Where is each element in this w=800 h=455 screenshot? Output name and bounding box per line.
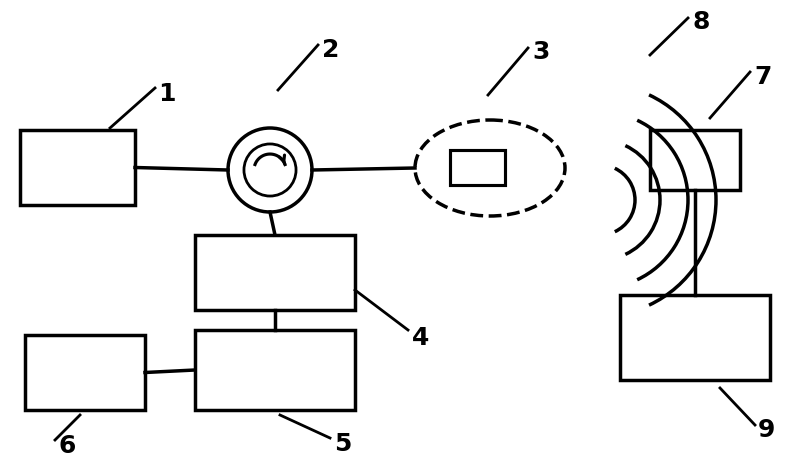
Text: 9: 9 (758, 418, 775, 442)
Bar (195, 330, 355, 410)
Bar (25, 335, 145, 410)
Text: 6: 6 (58, 434, 75, 455)
Text: 7: 7 (754, 65, 771, 89)
Text: 8: 8 (692, 10, 710, 34)
Text: 3: 3 (532, 40, 550, 64)
Bar (20, 130, 135, 205)
Text: 4: 4 (412, 326, 430, 350)
Bar (650, 130, 740, 190)
Bar (450, 150, 505, 185)
Bar (195, 235, 355, 310)
Text: 1: 1 (158, 82, 175, 106)
Bar (620, 295, 770, 380)
Text: 2: 2 (322, 38, 339, 62)
Text: 5: 5 (334, 432, 351, 455)
